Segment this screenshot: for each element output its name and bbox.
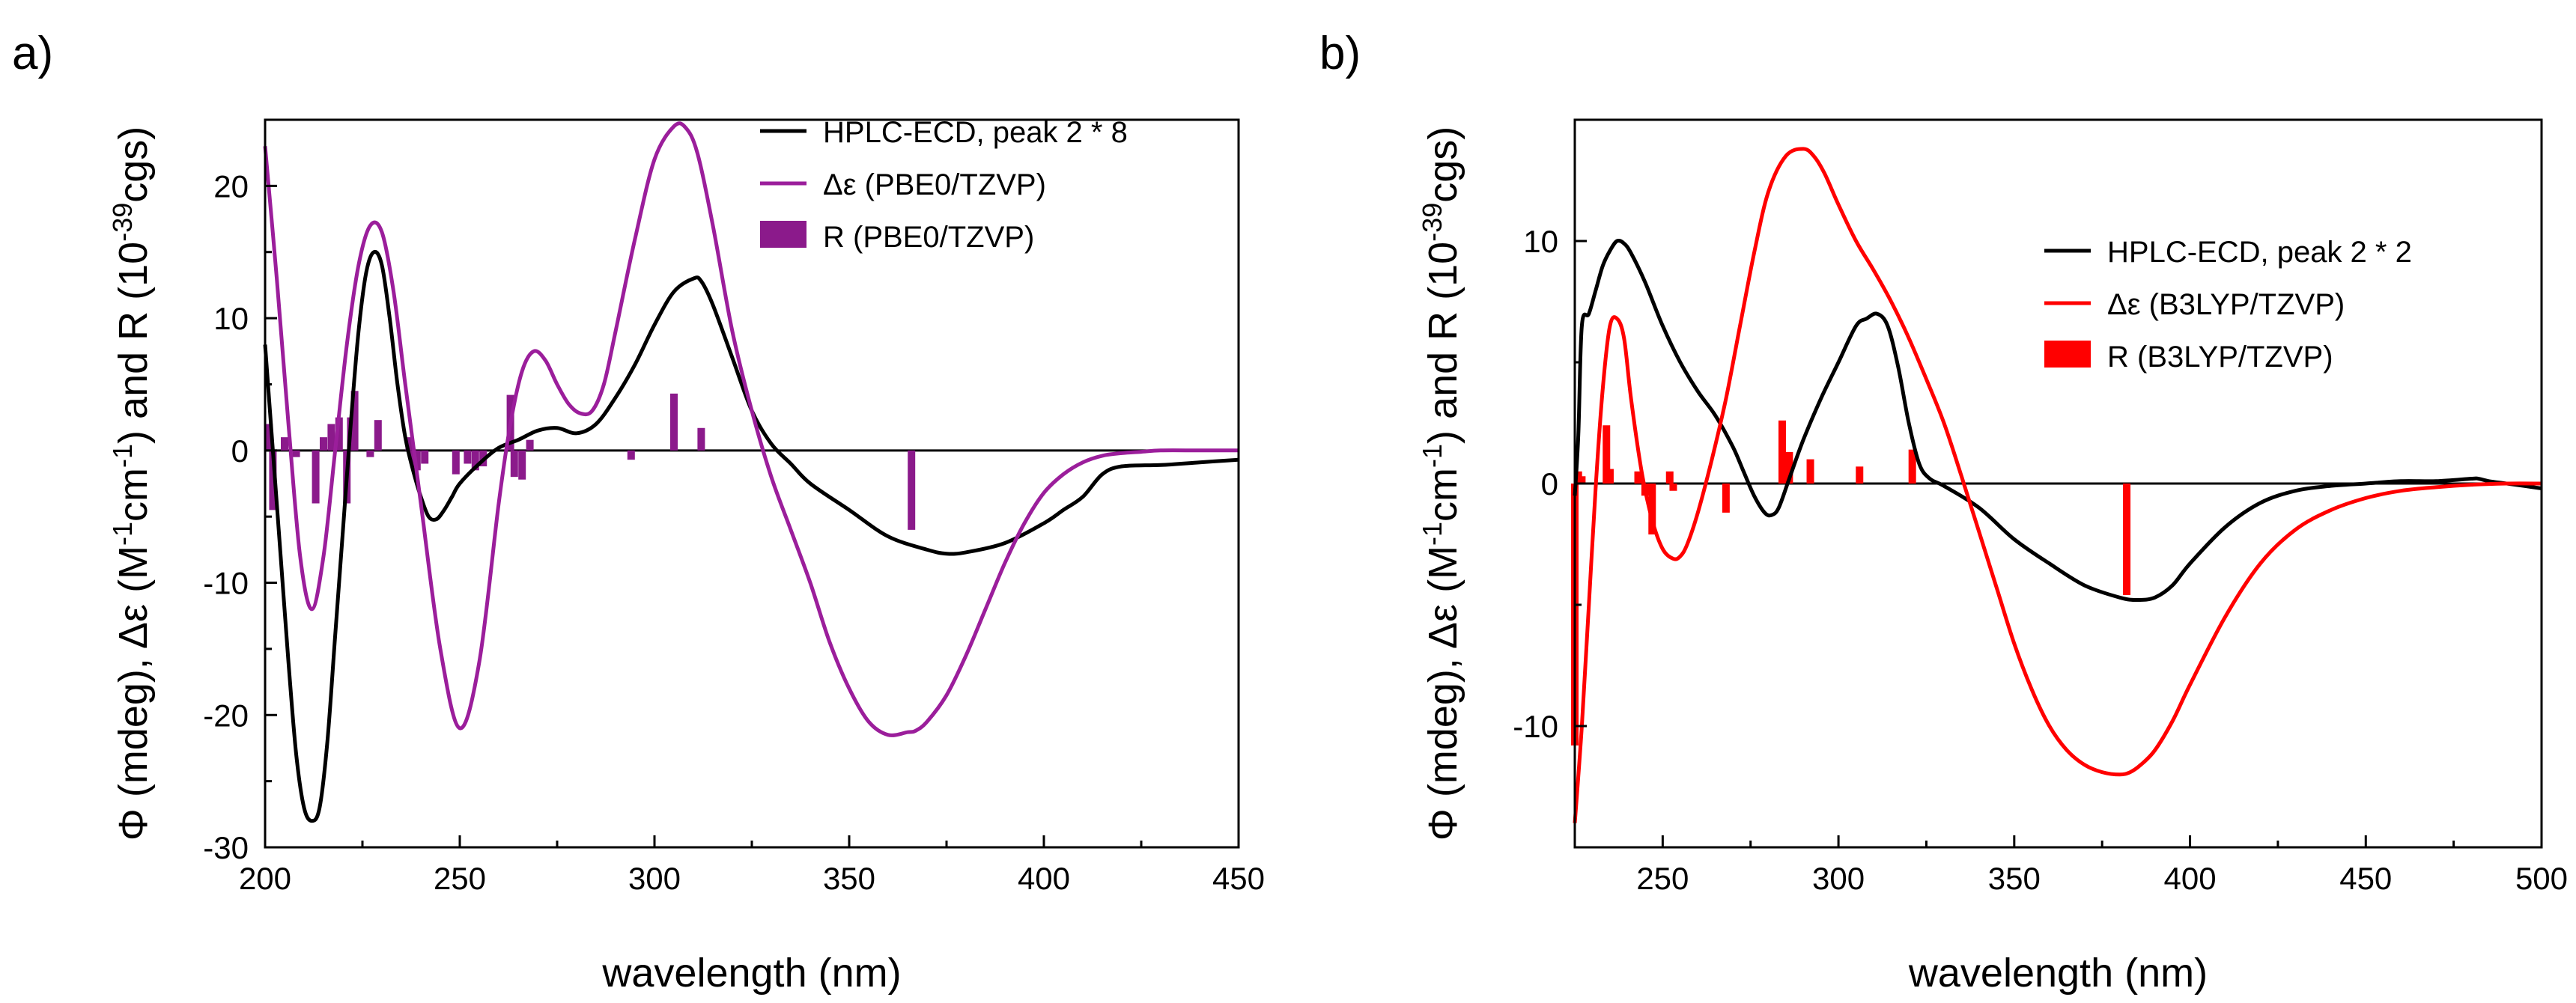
y-axis-title-part: Φ [111,808,156,841]
rotatory-strength-bar [269,450,277,510]
rotatory-strength-bar [292,450,300,457]
rotatory-strength-bar [627,450,635,460]
rotatory-strength-bar [327,424,335,451]
rotatory-strength-bar [452,450,460,475]
calculated-de-line [263,121,1239,737]
legend-entry: HPLC-ECD, peak 2 * 2 [2107,236,2412,269]
rotatory-strength-bar [421,450,429,464]
rotatory-strength-bar [2123,484,2131,596]
rotatory-strength-bar [697,427,705,451]
rotatory-strength-bar [510,450,518,478]
rotatory-strength-bar [281,437,288,451]
rotatory-strength-bar [405,437,413,451]
y-axis-title-part: Δε [111,604,156,649]
legend-entry: HPLC-ECD, peak 2 * 8 [823,116,1128,149]
x-tick-label: 350 [823,861,875,896]
rotatory-strength-bar [1606,469,1614,484]
x-tick-label: 300 [628,861,681,896]
rotatory-strength-bar [518,450,526,480]
y-tick-label: 10 [1523,224,1558,259]
rotatory-strength-bar [1634,471,1642,484]
legend-swatch-bar [2044,341,2091,368]
rotatory-strength-bar [1722,484,1730,513]
legend-entry: R (B3LYP/TZVP) [2107,341,2333,374]
y-tick-label: -20 [203,698,249,733]
y-axis-title-superscript: -1 [107,444,138,468]
y-tick-label: 0 [1541,466,1558,502]
rotatory-strength-bar [350,391,359,451]
y-tick-label: -10 [1513,709,1558,744]
rotatory-strength-bar [670,393,678,451]
legend-swatch-bar [760,221,806,248]
y-axis-title-part: cgs) [1421,126,1465,203]
y-axis-title-part: cm [1421,468,1465,522]
x-axis-title: wavelength (nm) [1908,951,2208,996]
chart-panel-b: b) 250 300 350 400 450 500 -10 0 10 wavelength (nm… [1319,28,2568,996]
y-tick-label: -10 [203,566,249,601]
y-axis-title-part: Δε [1421,604,1465,649]
rotatory-strength-bar [320,437,327,451]
x-tick-label: 450 [2339,861,2392,896]
rotatory-strength-bar [1806,459,1814,484]
x-tick-label: 400 [2164,861,2217,896]
y-tick-label: 20 [213,168,249,204]
y-axis-title-superscript: -39 [1417,203,1448,242]
y-axis-title-superscript: -1 [1417,444,1448,468]
rotatory-strength-bar [464,450,472,464]
y-tick-label: 10 [213,301,249,336]
y-tick-label: 0 [231,433,249,469]
y-axis-title-part: cgs) [111,126,156,203]
legend-entry: R (PBE0/TZVP) [823,221,1034,254]
rotatory-strength-bar [335,417,343,451]
x-tick-label: 200 [239,861,291,896]
panel-label: a) [12,28,53,79]
y-axis-title-part: cm [111,468,156,522]
y-axis-title-part: (mdeg), [111,649,156,808]
rotatory-strength-bar [1908,449,1916,484]
y-axis-title-part: (mdeg), [1421,649,1465,808]
rotatory-strength-bar [374,420,382,451]
rotatory-strength-bar [1785,451,1793,484]
y-axis-title-superscript: -1 [1417,522,1448,546]
y-axis-title-superscript: -39 [107,203,138,242]
x-tick-label: 300 [1812,861,1865,896]
y-tick-label: -30 [203,830,249,865]
y-axis-title-part: ) and R (10 [1421,242,1465,444]
x-tick-label: 250 [1636,861,1689,896]
rotatory-strength-bar [1669,484,1677,491]
rotatory-strength-bar [908,450,916,530]
rotatory-strength-bar [1778,420,1786,484]
rotatory-strength-bar [312,450,320,504]
x-tick-label: 250 [434,861,486,896]
experimental-ecd-line [263,249,1239,823]
y-axis-title-part: (M [111,546,156,604]
y-axis-title-part: Φ [1421,808,1465,841]
y-axis-title-part: ) and R (10 [111,242,156,444]
rotatory-strength-bar [1665,471,1674,484]
y-axis-title-superscript: -1 [107,522,138,546]
rotatory-strength-bar [265,424,273,451]
rotatory-strength-bar [1603,425,1611,484]
rotatory-strength-bar [1856,466,1864,484]
x-tick-label: 450 [1212,861,1265,896]
x-tick-label: 350 [1988,861,2041,896]
y-axis-title: Φ (mdeg), Δε (M-1cm-1) and R (10-39cgs) [107,126,156,841]
x-tick-label: 400 [1018,861,1070,896]
y-axis-title-part: (M [1421,546,1465,604]
x-tick-label: 500 [2515,861,2568,896]
legend-entry: Δε (PBE0/TZVP) [823,168,1046,201]
rotatory-strength-bar [526,439,534,451]
calculated-de-line [1573,147,2542,823]
experimental-ecd-line [1573,238,2542,602]
y-axis-title: Φ (mdeg), Δε (M-1cm-1) and R (10-39cgs) [1417,126,1465,841]
rotatory-strength-bar [366,450,374,457]
panel-label: b) [1319,28,1361,79]
rotatory-strength-bar [471,450,479,471]
chart-panel-a: a) 200 250 300 350 400 450 -30 -20 -10 0 10 20 wavele… [12,28,1265,996]
legend-entry: Δε (B3LYP/TZVP) [2107,288,2345,321]
rotatory-strength-bar [1578,476,1586,484]
rotatory-strength-bar [1648,484,1656,535]
x-axis-title: wavelength (nm) [601,951,901,996]
